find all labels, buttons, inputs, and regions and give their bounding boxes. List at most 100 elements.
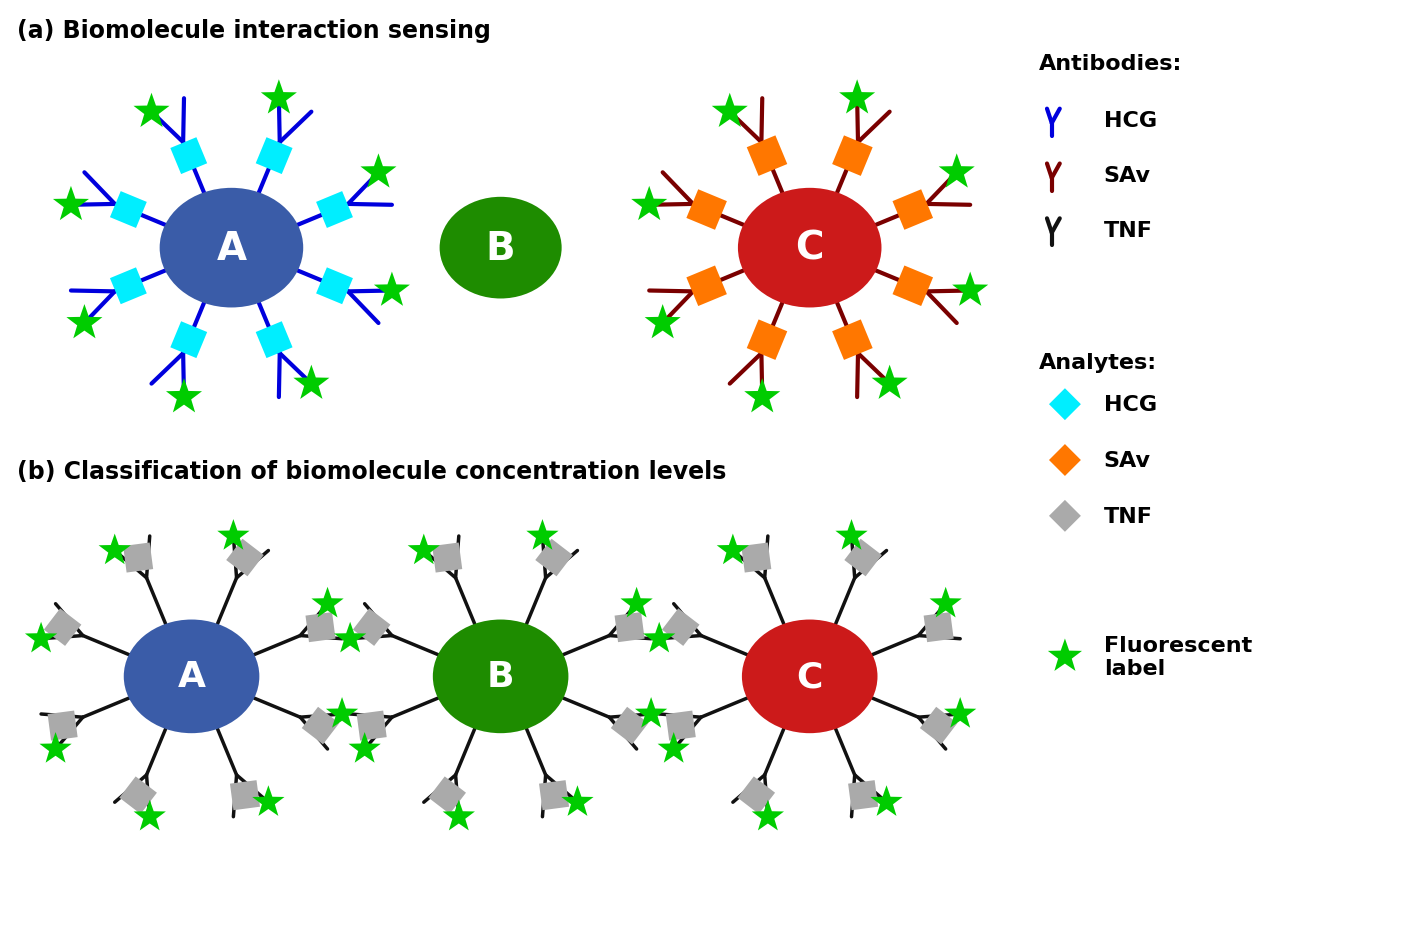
Polygon shape bbox=[687, 190, 727, 231]
Polygon shape bbox=[316, 268, 353, 305]
Polygon shape bbox=[746, 320, 788, 361]
Polygon shape bbox=[952, 273, 988, 307]
Polygon shape bbox=[657, 732, 690, 763]
Polygon shape bbox=[294, 365, 329, 400]
Polygon shape bbox=[429, 777, 465, 814]
Polygon shape bbox=[133, 94, 169, 128]
Polygon shape bbox=[316, 192, 353, 229]
Polygon shape bbox=[67, 305, 102, 339]
Polygon shape bbox=[226, 540, 264, 577]
Polygon shape bbox=[666, 711, 695, 741]
Text: SAv: SAv bbox=[1104, 166, 1151, 185]
Polygon shape bbox=[614, 613, 644, 642]
Polygon shape bbox=[539, 781, 569, 810]
Ellipse shape bbox=[440, 197, 562, 299]
Polygon shape bbox=[373, 273, 410, 307]
Polygon shape bbox=[166, 379, 201, 413]
Polygon shape bbox=[610, 707, 648, 744]
Text: C: C bbox=[796, 660, 823, 693]
Polygon shape bbox=[255, 322, 292, 359]
Polygon shape bbox=[741, 543, 772, 573]
Polygon shape bbox=[920, 707, 958, 744]
Polygon shape bbox=[687, 266, 727, 307]
Polygon shape bbox=[109, 192, 146, 229]
Polygon shape bbox=[333, 622, 366, 653]
Text: HCG: HCG bbox=[1104, 395, 1156, 414]
Polygon shape bbox=[744, 379, 780, 413]
Polygon shape bbox=[255, 138, 292, 175]
Polygon shape bbox=[944, 697, 976, 728]
Polygon shape bbox=[836, 519, 867, 550]
Polygon shape bbox=[661, 609, 700, 646]
Polygon shape bbox=[217, 519, 250, 550]
Polygon shape bbox=[752, 800, 783, 831]
Polygon shape bbox=[924, 613, 954, 642]
Polygon shape bbox=[261, 81, 297, 114]
Text: B: B bbox=[487, 660, 514, 693]
Polygon shape bbox=[311, 587, 343, 617]
Polygon shape bbox=[893, 190, 934, 231]
Polygon shape bbox=[738, 777, 775, 814]
Text: TNF: TNF bbox=[1104, 221, 1152, 240]
Polygon shape bbox=[1047, 639, 1083, 671]
Polygon shape bbox=[53, 186, 89, 221]
Polygon shape bbox=[1049, 388, 1081, 421]
Polygon shape bbox=[844, 540, 881, 577]
Polygon shape bbox=[123, 543, 153, 573]
Text: (a) Biomolecule interaction sensing: (a) Biomolecule interaction sensing bbox=[17, 19, 491, 44]
Ellipse shape bbox=[123, 620, 260, 733]
Polygon shape bbox=[40, 732, 72, 763]
Polygon shape bbox=[1049, 445, 1081, 476]
Polygon shape bbox=[717, 534, 749, 565]
Text: Antibodies:: Antibodies: bbox=[1039, 54, 1182, 74]
Text: A: A bbox=[216, 229, 247, 267]
Text: SAv: SAv bbox=[1104, 451, 1151, 471]
Ellipse shape bbox=[433, 620, 569, 733]
Ellipse shape bbox=[160, 188, 304, 308]
Polygon shape bbox=[620, 587, 653, 617]
Text: HCG: HCG bbox=[1104, 111, 1156, 131]
Polygon shape bbox=[133, 800, 166, 831]
Polygon shape bbox=[44, 609, 81, 646]
Ellipse shape bbox=[742, 620, 877, 733]
Polygon shape bbox=[48, 711, 78, 741]
Polygon shape bbox=[839, 81, 876, 114]
Polygon shape bbox=[871, 365, 908, 400]
Polygon shape bbox=[302, 707, 339, 744]
Polygon shape bbox=[849, 781, 878, 810]
Polygon shape bbox=[562, 785, 593, 816]
Polygon shape bbox=[230, 781, 260, 810]
Polygon shape bbox=[26, 622, 57, 653]
Polygon shape bbox=[1049, 501, 1081, 532]
Polygon shape bbox=[353, 609, 390, 646]
Ellipse shape bbox=[738, 188, 881, 308]
Polygon shape bbox=[170, 138, 207, 175]
Text: Fluorescent
label: Fluorescent label bbox=[1104, 635, 1252, 679]
Polygon shape bbox=[326, 697, 358, 728]
Polygon shape bbox=[98, 534, 131, 565]
Polygon shape bbox=[712, 94, 748, 128]
Polygon shape bbox=[360, 154, 396, 188]
Polygon shape bbox=[119, 777, 158, 814]
Polygon shape bbox=[443, 800, 475, 831]
Polygon shape bbox=[109, 268, 146, 305]
Polygon shape bbox=[746, 136, 788, 177]
Text: A: A bbox=[177, 660, 206, 693]
Polygon shape bbox=[939, 154, 975, 188]
Text: Analytes:: Analytes: bbox=[1039, 353, 1156, 373]
Polygon shape bbox=[170, 322, 207, 359]
Polygon shape bbox=[253, 785, 284, 816]
Text: B: B bbox=[485, 229, 515, 267]
Text: C: C bbox=[796, 229, 824, 267]
Polygon shape bbox=[349, 732, 380, 763]
Polygon shape bbox=[870, 785, 902, 816]
Polygon shape bbox=[526, 519, 559, 550]
Polygon shape bbox=[535, 540, 573, 577]
Polygon shape bbox=[631, 186, 667, 221]
Polygon shape bbox=[433, 543, 463, 573]
Polygon shape bbox=[407, 534, 440, 565]
Polygon shape bbox=[929, 587, 962, 617]
Polygon shape bbox=[305, 613, 335, 642]
Polygon shape bbox=[643, 622, 675, 653]
Text: (b) Classification of biomolecule concentration levels: (b) Classification of biomolecule concen… bbox=[17, 460, 727, 484]
